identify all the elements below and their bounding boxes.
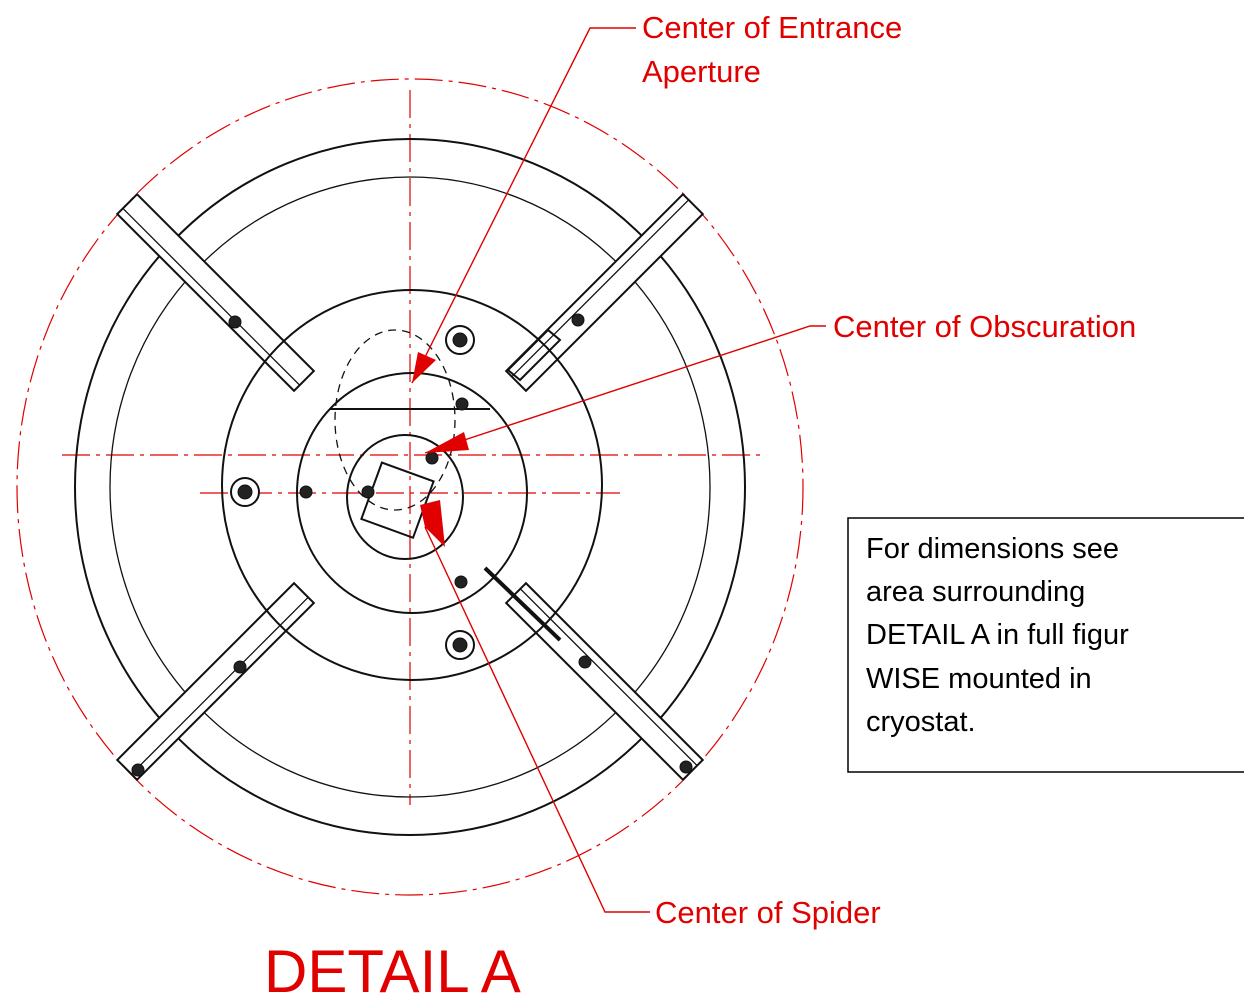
note-line: DETAIL A in full figur [866, 619, 1129, 651]
hub [346, 434, 464, 560]
obscuration-label: Center of Obscuration [833, 309, 1136, 344]
bolts [131, 313, 693, 777]
inner-ring [109, 176, 711, 798]
note-line: area surrounding [866, 576, 1085, 608]
spider-label: Center of Spider [655, 895, 881, 930]
note-box [847, 517, 1244, 773]
cable [483, 566, 562, 642]
note-line: cryostat. [866, 706, 976, 738]
obscuration-leader [424, 325, 826, 454]
detail-title: DETAIL A [264, 938, 521, 1003]
entrance-leader [411, 27, 636, 384]
center-disk [296, 372, 528, 614]
spider-arms [115, 192, 705, 782]
boundary-circle [16, 78, 804, 896]
note-line: For dimensions see [866, 533, 1119, 565]
outer-ring [74, 138, 746, 836]
spider-arrow [420, 500, 445, 547]
entrance-arrow [412, 352, 436, 383]
spider-leader [424, 526, 650, 913]
note-line: WISE mounted in [866, 663, 1092, 695]
entrance-label: Center of Entrance [642, 10, 902, 45]
obscuration-arrow [425, 432, 469, 453]
dashed-outline [334, 329, 456, 511]
mount-plate [221, 289, 603, 681]
slot [506, 328, 562, 382]
entrance-label: Aperture [642, 54, 761, 89]
